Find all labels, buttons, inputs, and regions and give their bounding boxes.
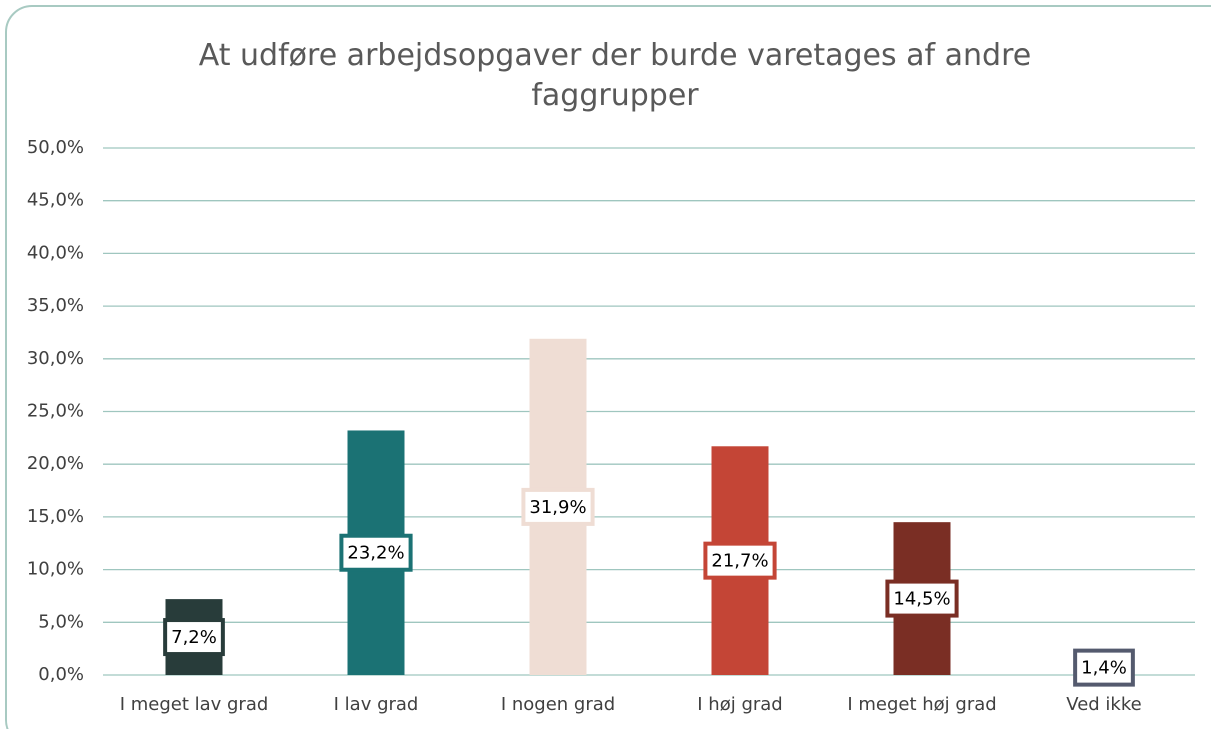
y-tick-label: 20,0% bbox=[27, 453, 84, 474]
data-label: 23,2% bbox=[347, 543, 404, 564]
y-tick-label: 0,0% bbox=[38, 664, 84, 685]
x-tick-label: I meget høj grad bbox=[847, 694, 996, 715]
y-tick-label: 5,0% bbox=[38, 611, 84, 632]
data-label-box bbox=[339, 533, 413, 572]
chart-title: At udføre arbejdsopgaver der burde varet… bbox=[198, 38, 1032, 113]
y-tick-label: 40,0% bbox=[27, 242, 84, 263]
data-label-box bbox=[521, 487, 595, 526]
x-tick-label: I meget lav grad bbox=[120, 694, 269, 715]
frame bbox=[5, 5, 1211, 729]
data-label-box bbox=[885, 579, 959, 618]
data-label: 7,2% bbox=[171, 627, 217, 648]
y-tick-label: 30,0% bbox=[27, 348, 84, 369]
x-tick-label: I nogen grad bbox=[501, 694, 615, 715]
x-tick-label: I høj grad bbox=[697, 694, 782, 715]
data-label: 21,7% bbox=[711, 551, 768, 572]
data-label-box bbox=[703, 541, 777, 580]
y-tick-label: 50,0% bbox=[27, 137, 84, 158]
data-label: 14,5% bbox=[893, 589, 950, 610]
y-tick-label: 10,0% bbox=[27, 559, 84, 580]
x-tick-label: Ved ikke bbox=[1066, 694, 1141, 715]
y-tick-label: 45,0% bbox=[27, 190, 84, 211]
data-label: 31,9% bbox=[529, 497, 586, 518]
x-tick-label: I lav grad bbox=[334, 694, 419, 715]
data-label-box bbox=[1073, 648, 1135, 687]
y-tick-label: 25,0% bbox=[27, 401, 84, 422]
data-label-box bbox=[163, 618, 225, 657]
y-tick-label: 15,0% bbox=[27, 506, 84, 527]
data-label: 1,4% bbox=[1081, 658, 1127, 679]
y-tick-label: 35,0% bbox=[27, 295, 84, 316]
